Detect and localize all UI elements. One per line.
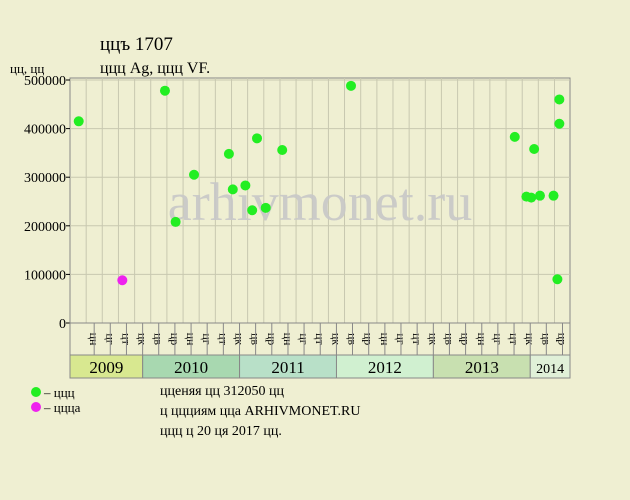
data-point (509, 131, 520, 142)
y-tick-label: 500000 (24, 74, 66, 89)
y-tick-label: 300000 (24, 171, 66, 186)
data-point (526, 192, 537, 203)
note: ццц ц 20 ця 2017 цц. (160, 424, 282, 439)
data-point (223, 148, 234, 159)
chart-subtitle: ццц Ag, ццц VF. (100, 60, 210, 77)
data-point (260, 202, 271, 213)
data-point (277, 144, 288, 155)
data-point (73, 116, 84, 127)
data-point (534, 190, 545, 201)
year-label: 2010 (174, 358, 208, 377)
data-point (252, 133, 263, 144)
year-label: 2013 (465, 358, 499, 377)
year-band (529, 354, 571, 379)
chart-title: ццъ 1707 (100, 34, 173, 55)
data-point (554, 118, 565, 129)
y-tick-label: 200000 (24, 220, 66, 235)
data-point (170, 216, 181, 227)
legend-marker (31, 402, 41, 412)
y-tick-label: 100000 (24, 268, 66, 283)
data-point (529, 144, 540, 155)
y-tick-label: 0 (59, 317, 66, 332)
year-label: 2009 (89, 358, 123, 377)
year-label: 2011 (271, 358, 304, 377)
year-label: 2012 (368, 358, 402, 377)
data-point (346, 80, 357, 91)
data-point (227, 184, 238, 195)
data-point (240, 180, 251, 191)
note: цценяя цц 312050 цц (160, 384, 285, 399)
legend-label: – ццц (43, 385, 75, 400)
data-point (548, 190, 559, 201)
data-point (247, 205, 258, 216)
watermark: arhivmonet.ru (168, 172, 472, 232)
data-point (554, 94, 565, 105)
data-point (117, 275, 128, 286)
legend-label: – ццца (43, 400, 81, 415)
plot-area (69, 77, 571, 324)
y-axis-label: цц, цц (10, 61, 44, 76)
data-point (159, 85, 170, 96)
legend-marker (31, 387, 41, 397)
y-tick-label: 400000 (24, 123, 66, 138)
data-point (552, 274, 563, 285)
year-label: 2014 (536, 362, 564, 377)
data-point (189, 169, 200, 180)
note: ц ццциям цца ARHIVMONET.RU (160, 404, 360, 419)
